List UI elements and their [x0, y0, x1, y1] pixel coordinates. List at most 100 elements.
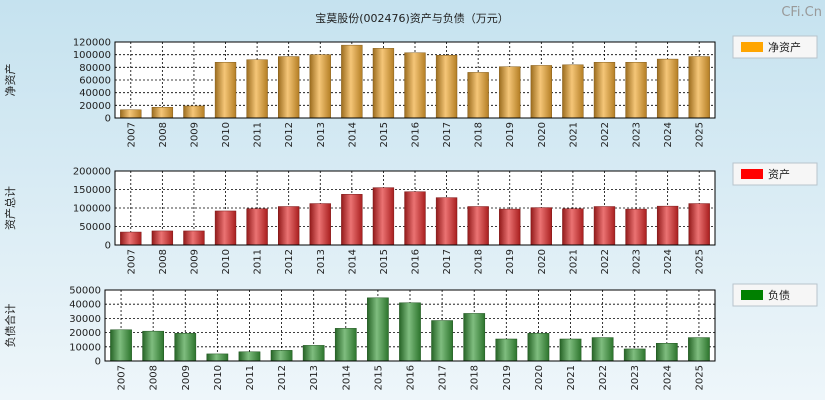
legend-box	[732, 283, 818, 307]
x-tick-label: 2010	[221, 122, 232, 147]
x-tick-label: 2021	[566, 365, 577, 390]
bar-total-assets-2016	[404, 191, 426, 246]
bar-total-liabilities-2016	[399, 302, 421, 362]
x-tick-label: 2009	[181, 365, 192, 390]
bar-total-liabilities-2020	[527, 333, 550, 362]
x-tick-label: 2017	[442, 249, 453, 274]
x-tick-label: 2024	[663, 249, 674, 274]
bar-total-assets-2009	[183, 230, 205, 246]
legend-box	[732, 162, 818, 186]
bar-total-assets-2012	[278, 206, 300, 246]
y-tick-label: 60000	[79, 76, 111, 87]
bar-total-liabilities-2021	[559, 338, 582, 362]
x-tick-label: 2016	[406, 365, 417, 390]
x-tick-label: 2008	[149, 365, 160, 390]
bar-total-assets-2008	[151, 230, 174, 246]
x-tick-label: 2015	[373, 365, 384, 390]
x-tick-label: 2015	[379, 249, 390, 274]
chart-title: 宝莫股份(002476)资产与负债（万元）	[315, 11, 509, 25]
bar-total-liabilities-2008	[142, 330, 165, 362]
y-tick-label: 120000	[73, 38, 111, 49]
legend-total-assets: 资产	[732, 162, 818, 186]
x-tick-label: 2022	[598, 365, 609, 390]
x-tick-label: 2015	[379, 122, 390, 147]
bar-total-liabilities-2012	[270, 350, 293, 362]
bar-net-assets-2024	[656, 58, 679, 119]
bar-total-liabilities-2014	[334, 328, 357, 362]
x-tick-label: 2018	[470, 365, 481, 390]
y-tick-label: 50000	[69, 286, 101, 297]
x-tick-label: 2012	[284, 249, 295, 274]
x-tick-label: 2020	[534, 365, 545, 390]
bar-net-assets-2017	[435, 55, 458, 119]
legend-box	[732, 35, 818, 59]
x-tick-label: 2025	[694, 365, 705, 390]
plot-border	[114, 41, 716, 119]
x-tick-label: 2017	[438, 365, 449, 390]
x-tick-label: 2025	[695, 249, 706, 274]
x-tick-label: 2011	[253, 122, 264, 147]
x-tick-label: 2016	[411, 122, 422, 147]
x-tick-label: 2019	[505, 122, 516, 147]
legend-swatch	[741, 290, 763, 300]
bar-net-assets-2021	[562, 64, 584, 119]
x-tick-label: 2025	[695, 122, 706, 147]
bar-total-assets-2019	[499, 208, 521, 246]
x-tick-label: 2012	[277, 365, 288, 390]
bar-total-liabilities-2013	[302, 345, 325, 362]
x-tick-label: 2007	[126, 249, 137, 274]
x-tick-label: 2012	[284, 122, 295, 147]
legend-label: 资产	[768, 167, 790, 181]
x-tick-label: 2022	[600, 122, 611, 147]
x-tick-label: 2014	[347, 122, 358, 147]
bar-total-liabilities-2018	[463, 313, 486, 362]
legend-swatch	[741, 42, 763, 52]
bar-net-assets-2020	[530, 65, 552, 119]
bar-net-assets-2014	[341, 44, 363, 119]
x-tick-label: 2008	[158, 122, 169, 147]
bar-net-assets-2008	[151, 106, 174, 119]
x-tick-label: 2022	[600, 249, 611, 274]
bar-total-liabilities-2010	[206, 353, 229, 362]
bar-net-assets-2018	[467, 72, 489, 119]
y-tick-label: 30000	[69, 314, 101, 325]
plot-border	[114, 170, 716, 246]
x-tick-label: 2010	[221, 249, 232, 274]
y-tick-label: 80000	[79, 63, 111, 74]
y-tick-label: 20000	[69, 328, 101, 339]
x-tick-label: 2007	[117, 365, 128, 390]
plot-border	[104, 289, 716, 362]
bar-total-assets-2021	[562, 208, 584, 246]
y-axis-label: 负债合计	[3, 304, 17, 348]
x-tick-label: 2017	[442, 122, 453, 147]
y-tick-label: 40000	[69, 300, 101, 311]
x-tick-label: 2024	[663, 122, 674, 147]
bar-total-liabilities-2009	[174, 333, 197, 362]
x-tick-label: 2024	[662, 365, 673, 390]
bar-net-assets-2013	[309, 54, 331, 119]
legend-net-assets: 净资产	[732, 35, 818, 59]
panel-total-liabilities: 0 10000 20000 30000 40000 50000 2007 2008 2009 20…	[3, 283, 818, 390]
bar-total-assets-2020	[530, 207, 552, 246]
y-tick-label: 100000	[73, 50, 111, 61]
legend-label: 负债	[768, 288, 790, 302]
bar-total-assets-2018	[467, 206, 489, 246]
bar-total-assets-2015	[372, 187, 395, 246]
y-tick-label: 0	[105, 114, 111, 125]
x-tick-label: 2007	[126, 122, 137, 147]
y-tick-label: 100000	[73, 204, 111, 215]
bar-total-liabilities-2023	[623, 348, 646, 362]
x-tick-label: 2016	[411, 249, 422, 274]
y-axis-label: 净资产	[3, 64, 17, 97]
x-tick-label: 2014	[341, 365, 352, 390]
bar-total-assets-2022	[593, 206, 616, 246]
x-tick-label: 2018	[474, 249, 485, 274]
x-tick-label: 2010	[213, 365, 224, 390]
legend-swatch	[741, 169, 763, 179]
x-tick-label: 2023	[632, 122, 643, 147]
bar-total-liabilities-2017	[431, 320, 453, 362]
bar-total-assets-2007	[120, 231, 142, 246]
x-tick-label: 2011	[245, 365, 256, 390]
